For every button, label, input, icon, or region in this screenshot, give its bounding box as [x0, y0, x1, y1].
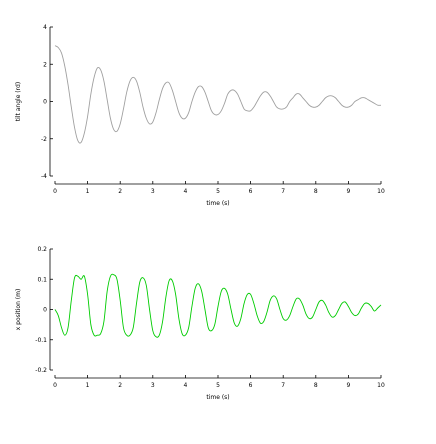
y-tick-label: 0 — [43, 99, 47, 106]
x-tick-label: 6 — [249, 382, 253, 389]
x-tick-label: 0 — [53, 382, 57, 389]
y-tick-label: -0.2 — [35, 367, 47, 374]
y-tick-label: 2 — [43, 61, 47, 68]
x-tick-label: 9 — [346, 188, 350, 195]
x-tick-label: 10 — [377, 382, 385, 389]
x-tick-label: 3 — [151, 382, 155, 389]
x-tick-label: 5 — [216, 188, 220, 195]
x-tick-label: 8 — [314, 188, 318, 195]
y-tick-label: -4 — [41, 173, 47, 180]
x-tick-label: 4 — [183, 382, 187, 389]
x-tick-label: 6 — [249, 188, 253, 195]
y-tick-label: 0.1 — [37, 276, 47, 283]
x-tick-label: 0 — [53, 188, 57, 195]
y-axis-label: tilt angle (rd) — [15, 82, 22, 121]
y-axis-label: x position (m) — [15, 289, 22, 331]
x-tick-label: 8 — [314, 382, 318, 389]
x-tick-label: 3 — [151, 188, 155, 195]
y-tick-label: 0 — [43, 307, 47, 314]
x-tick-label: 1 — [86, 188, 90, 195]
x-position-chart: -0.2 -0.1 0 0.1 0.2 0 1 2 3 4 5 6 7 8 9 10 time (s) x pos… — [15, 246, 385, 401]
x-tick-label: 4 — [183, 188, 187, 195]
tilt-angle-chart: -4 -2 0 2 4 0 1 2 3 4 5 6 7 8 9 10 time (s) tilt angle (r… — [15, 24, 385, 207]
x-tick-label: 2 — [118, 382, 122, 389]
x-axis-label: time (s) — [206, 200, 229, 207]
x-tick-label: 10 — [377, 188, 385, 195]
x-tick-label: 7 — [281, 382, 285, 389]
y-tick-label: -0.1 — [35, 337, 47, 344]
x-tick-label: 2 — [118, 188, 122, 195]
x-tick-label: 1 — [86, 382, 90, 389]
y-tick-label: 4 — [43, 24, 47, 31]
x-tick-label: 5 — [216, 382, 220, 389]
y-tick-label: -2 — [41, 136, 47, 143]
y-tick-label: 0.2 — [37, 246, 47, 253]
x-axis-label: time (s) — [206, 394, 229, 401]
x-tick-label: 9 — [346, 382, 350, 389]
series-line — [54, 273, 382, 338]
x-tick-label: 7 — [281, 188, 285, 195]
series-line — [54, 45, 382, 144]
